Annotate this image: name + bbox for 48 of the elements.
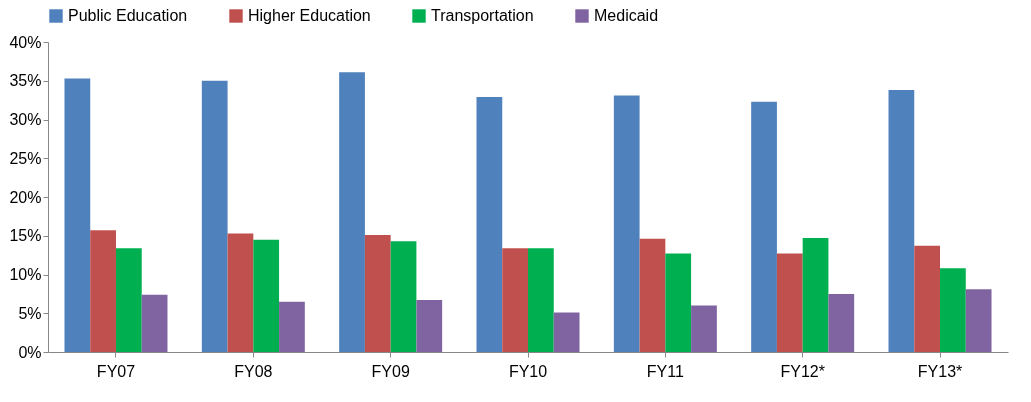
bar (613, 95, 640, 352)
bar (64, 78, 91, 352)
y-tick-label: 30% (9, 111, 42, 128)
bar (691, 305, 717, 352)
bar (940, 268, 966, 352)
bar (828, 293, 855, 352)
bar (339, 72, 365, 352)
bar (888, 90, 915, 352)
bar (965, 289, 992, 352)
bar (201, 80, 228, 352)
x-tick-label: FY11 (646, 362, 684, 380)
bar (665, 253, 692, 352)
legend-label: Public Education (68, 7, 188, 24)
bar (253, 239, 280, 352)
x-tick-label: FY10 (508, 362, 548, 380)
bar (776, 253, 803, 352)
y-tick-label: 10% (9, 266, 42, 283)
bar (914, 245, 941, 352)
y-tick-label: 20% (9, 188, 42, 206)
legend-label: Transportation (431, 7, 534, 24)
bar (639, 238, 666, 352)
x-tick-label: FY13* (917, 362, 963, 380)
y-tick-label: 15% (9, 227, 42, 245)
x-tick-label: FY07 (96, 362, 136, 380)
bar (476, 97, 503, 352)
bar (141, 294, 168, 352)
y-tick-label: 0% (18, 343, 42, 361)
legend-label: Higher Education (248, 7, 371, 24)
y-tick-label: 5% (18, 304, 42, 322)
x-tick-label: FY08 (234, 362, 273, 380)
bar (390, 241, 417, 352)
bar (416, 300, 443, 352)
bar (227, 233, 254, 352)
bar (364, 234, 391, 352)
y-tick-label: 35% (9, 72, 42, 90)
bar (279, 301, 305, 352)
bar (528, 248, 554, 352)
x-tick-label: FY09 (371, 362, 410, 380)
y-tick-label: 25% (9, 149, 42, 167)
bar (751, 101, 777, 352)
bar (90, 230, 116, 352)
bar (502, 248, 528, 352)
legend-label: Medicaid (594, 7, 659, 24)
y-tick-label: 40% (9, 33, 42, 51)
bar (553, 312, 580, 352)
bar (802, 238, 829, 352)
x-tick-label: FY12* (780, 362, 825, 380)
bar (115, 248, 142, 352)
